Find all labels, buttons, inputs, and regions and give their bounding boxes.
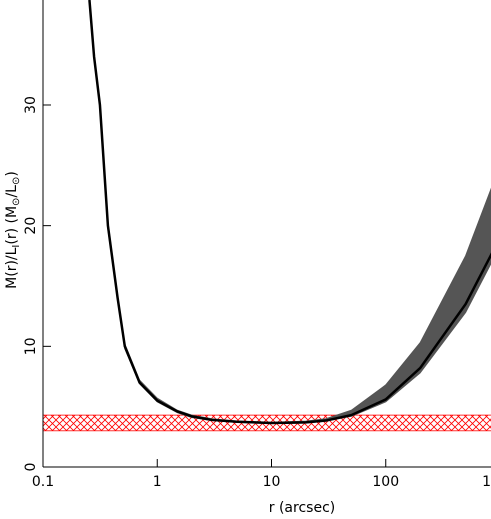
model-line — [88, 0, 491, 425]
y-axis-label: M(r)/LI(r) (M⊙/L⊙) — [4, 171, 22, 289]
y-label-part: ) — [4, 171, 20, 176]
y-tick-label: 30 — [23, 96, 39, 114]
y-label-subscript: I — [11, 245, 22, 248]
y-tick-label: 0 — [23, 463, 39, 472]
model-band — [88, 0, 491, 425]
x-tick-label: 1000 — [482, 474, 491, 490]
x-tick-label: 10 — [263, 474, 281, 490]
y-tick-label: 20 — [23, 217, 39, 235]
y-label-part: (r) (M — [4, 206, 20, 245]
y-label-subscript: ⊙ — [11, 198, 22, 206]
y-label-part: /L — [4, 185, 20, 198]
x-tick-label: 1 — [153, 474, 162, 490]
y-label-part: M(r)/L — [4, 247, 20, 288]
y-tick-label: 10 — [23, 337, 39, 355]
y-label-subscript: ⊙ — [11, 177, 22, 185]
x-axis-label: r (arcsec) — [269, 500, 335, 516]
x-tick-label: 100 — [372, 474, 399, 490]
x-tick-label: 0.1 — [32, 474, 54, 490]
